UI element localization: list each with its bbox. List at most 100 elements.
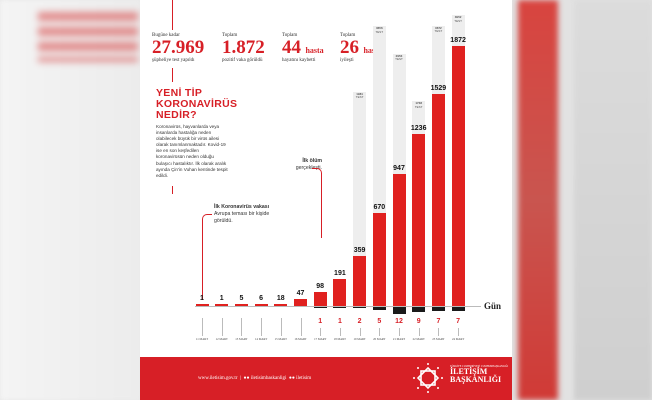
first-case-pointer [202, 214, 212, 300]
test-value: 1738 [415, 101, 423, 105]
social-handle-1[interactable]: iletisimbaskanligi [250, 376, 287, 381]
stat-label: Toplam [340, 33, 356, 38]
decor-line [172, 186, 173, 194]
stat-sub: şüpheliye test yapıldı [152, 58, 195, 63]
date-tick [300, 318, 302, 336]
stat-label: Toplam [282, 33, 298, 38]
date-tick [261, 318, 263, 336]
date-tick [221, 318, 223, 336]
infographic: Bugüne kadar 27.969 şüpheliye test yapıl… [140, 0, 512, 400]
death-label: 7 [436, 318, 441, 325]
case-label: 5 [239, 295, 244, 302]
stat-value: 27.969 [152, 37, 205, 58]
social-handle-2[interactable]: iletisim [296, 376, 312, 381]
stat-label: Bugüne kadar [152, 33, 180, 38]
stat-value: 1.872 [222, 37, 265, 58]
case-bar [431, 93, 445, 306]
date-label: 23 MART [432, 337, 445, 341]
case-bar [215, 304, 229, 306]
death-bar [372, 306, 386, 310]
intro-paragraph: Koronavirüs, hayvanlarda veya insanlarda… [156, 124, 228, 178]
case-bar [195, 304, 209, 306]
case-bar [274, 303, 288, 306]
stat-block: Bugüne kadar 27.969 şüpheliye test yapıl… [152, 33, 204, 63]
case-label: 1236 [410, 125, 427, 133]
date-tick [241, 318, 243, 336]
date-label: 12 MART [215, 337, 228, 341]
stat-block: Toplam 26 hasta iyileşti [340, 33, 382, 63]
case-label: 191 [334, 270, 346, 278]
case-bar [372, 212, 386, 306]
death-bar [333, 306, 347, 308]
date-tick [202, 318, 203, 336]
social-icons: ●● [288, 376, 295, 381]
footer-links: www.iletisim.gov.tr | ●● iletisimbaskanl… [198, 376, 312, 381]
website-link[interactable]: www.iletisim.gov.tr [198, 376, 238, 381]
first-death-text: gerçekleşti. [295, 165, 322, 171]
logo-top: TÜRKİYE CUMHURİYETİ CUMHURBAŞKANLIĞI [450, 365, 509, 368]
case-bar [313, 292, 327, 306]
death-bar [353, 306, 367, 308]
death-label: 9 [416, 318, 421, 325]
date-label: 21 MART [392, 337, 406, 341]
test-label: 1738 TEST [409, 101, 429, 109]
test-label: 3656 TEST [369, 27, 389, 34]
date-label: 19 MART [353, 337, 366, 341]
test-unit: TEST [375, 29, 384, 34]
logo-emblem-icon [413, 363, 443, 393]
case-label: 98 [316, 283, 325, 291]
date-label: 15 MART [274, 337, 287, 341]
date-tick [339, 328, 341, 336]
stat-block: Toplam 44 hasta hayatını kaybetti [282, 33, 324, 63]
death-label: 5 [377, 318, 382, 325]
death-label: 1 [318, 318, 323, 325]
test-value: 3656 [375, 26, 383, 31]
death-bar [313, 306, 327, 308]
date-label: 20 MART [373, 337, 386, 341]
stat-value: 44 [282, 37, 301, 58]
stat-sub: hayatını kaybetti [282, 58, 316, 63]
intro-title: YENİ TİP KORONAVİRÜS NEDİR? [156, 88, 237, 121]
case-bar [412, 134, 426, 306]
case-bar [294, 299, 307, 306]
date-tick [320, 328, 322, 336]
stat-block: Toplam 1.872 pozitif vaka görüldü [222, 33, 265, 63]
test-label: 3672 TEST [428, 25, 448, 34]
stat-value: 26 [340, 37, 359, 58]
case-label: 18 [276, 294, 285, 302]
death-bar [392, 306, 406, 315]
test-bar [353, 91, 367, 306]
case-label: 1 [200, 295, 204, 302]
date-label: 22 MART [412, 337, 425, 341]
case-label: 670 [373, 203, 386, 211]
stat-unit: hasta [305, 46, 324, 55]
social-icons: ●● [243, 376, 250, 381]
first-case-bold: İlk Koronavirüs vakası [214, 204, 270, 210]
case-bar [234, 304, 248, 306]
test-unit: TEST [395, 57, 403, 62]
date-tick [280, 318, 282, 336]
test-unit: TEST [454, 18, 462, 23]
test-unit: TEST [355, 95, 364, 100]
footer: www.iletisim.gov.tr | ●● iletisimbaskanl… [140, 357, 512, 400]
case-label: 947 [393, 165, 405, 173]
test-label: 1981 TEST [350, 91, 370, 100]
case-bar [451, 46, 465, 306]
test-value: 1981 [356, 91, 363, 96]
death-label: 7 [456, 318, 461, 325]
case-bar [392, 174, 406, 306]
case-label: 47 [296, 290, 305, 298]
stat-sub: pozitif vaka görüldü [222, 58, 263, 63]
first-death-note: İlk ölüm gerçekleşti. [272, 158, 322, 172]
date-label: 16 MART [294, 337, 307, 341]
test-value: 2953 [395, 53, 403, 58]
test-value: 3952 [454, 15, 462, 19]
stat-sub: iyileşti [340, 58, 354, 63]
date-label: 11 MART [195, 337, 209, 341]
x-axis-label: Gün [484, 301, 502, 311]
date-label: 14 MART [254, 337, 268, 341]
case-bar [353, 256, 367, 306]
date-tick [399, 328, 400, 336]
first-case-text: Avrupa teması bir kişide görüldü. [214, 211, 270, 224]
test-value: 3672 [435, 25, 442, 30]
